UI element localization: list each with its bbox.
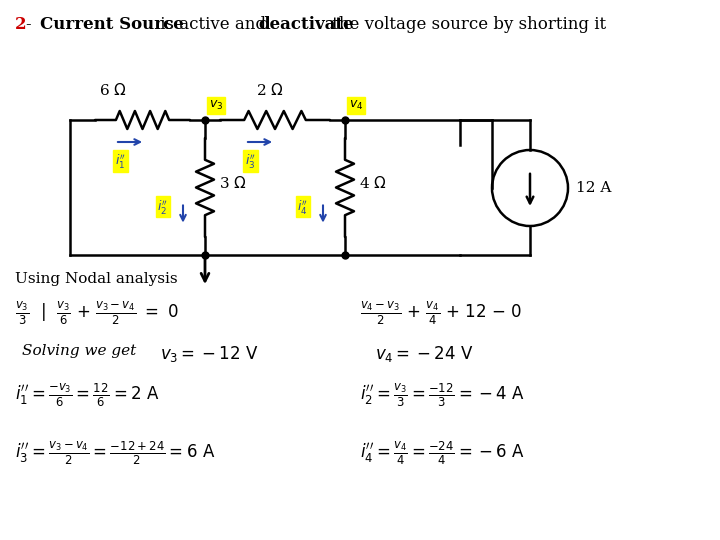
Text: 4 $\Omega$: 4 $\Omega$ <box>359 174 387 191</box>
Text: $i_3''$: $i_3''$ <box>245 152 256 170</box>
Text: -: - <box>26 16 37 33</box>
Text: Current Source: Current Source <box>40 16 184 33</box>
Text: $v_3$: $v_3$ <box>209 99 223 112</box>
Text: 2 $\Omega$: 2 $\Omega$ <box>256 82 284 98</box>
Text: $i_3'' = \frac{v_3 - v_4}{2} = \frac{-12 + 24}{2} = 6\ \mathrm{A}$: $i_3'' = \frac{v_3 - v_4}{2} = \frac{-12… <box>15 440 215 468</box>
Text: Solving we get: Solving we get <box>22 344 136 358</box>
Text: $i_4''$: $i_4''$ <box>297 198 309 215</box>
Text: $\frac{v_3}{3}$  $|$  $\frac{v_3}{6}$ $+$ $\frac{v_3 - v_4}{2}$ $=$ $0$: $\frac{v_3}{3}$ $|$ $\frac{v_3}{6}$ $+$ … <box>15 300 179 327</box>
Text: 6 $\Omega$: 6 $\Omega$ <box>99 82 126 98</box>
Text: $i_1''$: $i_1''$ <box>115 152 126 170</box>
Text: 2: 2 <box>15 16 27 33</box>
Text: $i_2'' = \frac{v_3}{3} = \frac{-12}{3} = -4\ \mathrm{A}$: $i_2'' = \frac{v_3}{3} = \frac{-12}{3} =… <box>360 382 525 409</box>
Text: $v_3 = -12\ \mathrm{V}$: $v_3 = -12\ \mathrm{V}$ <box>160 344 258 364</box>
Text: is active and: is active and <box>155 16 271 33</box>
Text: $i_4'' = \frac{v_4}{4} = \frac{-24}{4} = -6\ \mathrm{A}$: $i_4'' = \frac{v_4}{4} = \frac{-24}{4} =… <box>360 440 525 468</box>
Text: $v_4$: $v_4$ <box>349 99 364 112</box>
Text: 12 A: 12 A <box>576 181 611 195</box>
Text: the voltage source by shorting it: the voltage source by shorting it <box>327 16 606 33</box>
Text: $v_4 = -24\ \mathrm{V}$: $v_4 = -24\ \mathrm{V}$ <box>375 344 473 364</box>
Text: $\frac{v_4 - v_3}{2}$ $+$ $\frac{v_4}{4}$ $+$ $12$ $-$ $0$: $\frac{v_4 - v_3}{2}$ $+$ $\frac{v_4}{4}… <box>360 300 522 327</box>
Text: Using Nodal analysis: Using Nodal analysis <box>15 272 178 286</box>
Text: deactivate: deactivate <box>258 16 354 33</box>
Text: $i_2''$: $i_2''$ <box>158 198 168 215</box>
Text: 3 $\Omega$: 3 $\Omega$ <box>219 174 247 191</box>
Text: $i_1'' = \frac{-v_3}{6} = \frac{12}{6} = 2\ \mathrm{A}$: $i_1'' = \frac{-v_3}{6} = \frac{12}{6} =… <box>15 382 160 409</box>
